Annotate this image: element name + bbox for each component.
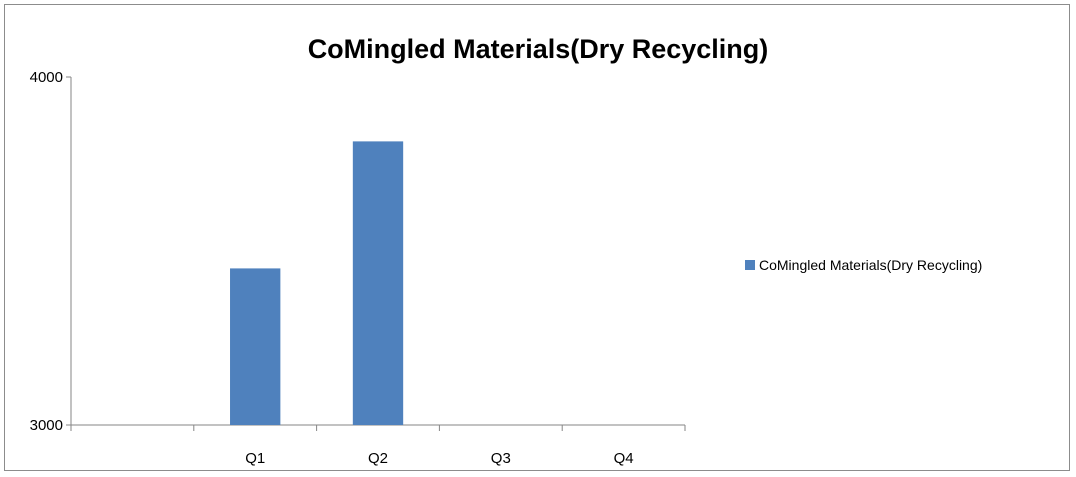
x-tick-label: Q2: [368, 450, 388, 467]
chart-frame: [4, 4, 1070, 471]
legend: CoMingled Materials(Dry Recycling): [745, 257, 982, 273]
x-tick-label: Q1: [245, 450, 265, 467]
plot-area: 4000 3000 Q1 Q2 Q3 Q4: [30, 69, 686, 467]
x-tick-label: Q3: [491, 450, 511, 467]
y-tick-label: 3000: [30, 417, 63, 434]
x-axis-ticks: Q1 Q2 Q3 Q4: [70, 425, 686, 467]
bar-q2: [352, 141, 404, 425]
bar-q1: [230, 268, 281, 425]
chart-title: CoMingled Materials(Dry Recycling): [308, 34, 769, 64]
x-tick-label: Q4: [614, 450, 634, 467]
y-tick-label: 4000: [30, 69, 63, 86]
legend-label: CoMingled Materials(Dry Recycling): [759, 257, 982, 273]
y-axis-ticks: 4000 3000: [30, 69, 71, 434]
bar-series: [230, 141, 404, 425]
legend-swatch: [745, 260, 755, 270]
